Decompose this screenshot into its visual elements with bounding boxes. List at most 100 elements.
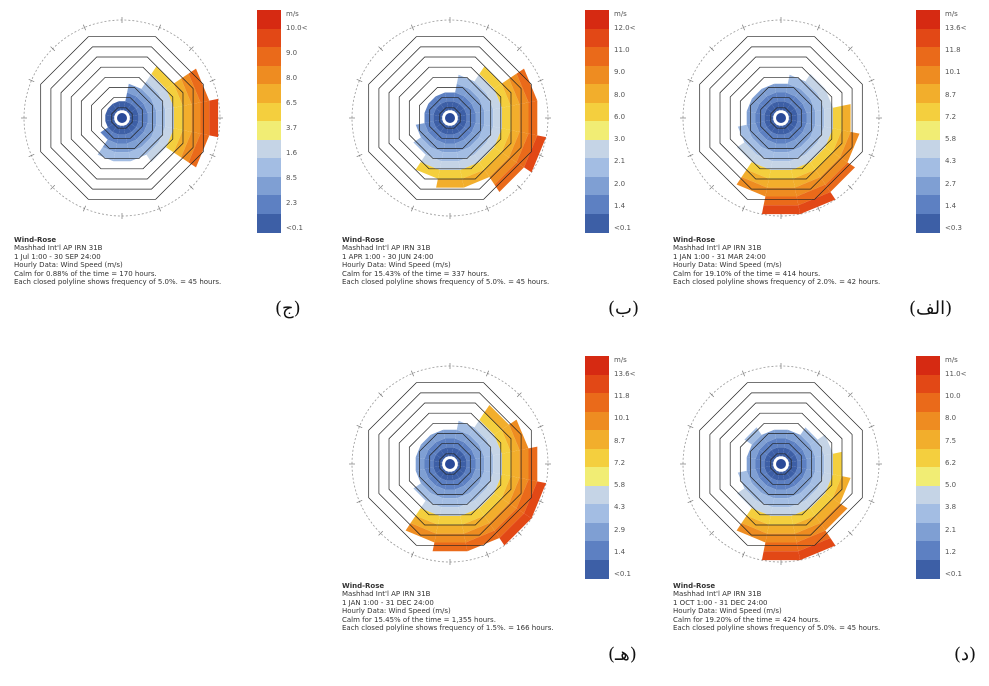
direction-tick: [817, 370, 820, 377]
colorbar-tick-label: 11.8: [945, 46, 961, 55]
colorbar-cell: [585, 195, 609, 214]
rose-band-S: [775, 134, 787, 144]
wind-rose-b: [349, 17, 551, 219]
rose-band-ENE: [486, 434, 502, 456]
colorbar-cell: [585, 559, 609, 579]
rose-band-ESE: [817, 126, 833, 148]
colorbar-cell: [585, 411, 609, 431]
rose-band-SE: [489, 157, 517, 185]
rose-band-SSW: [761, 485, 776, 499]
rose-band-WSW: [433, 465, 444, 474]
rose-band-SSW: [751, 500, 773, 516]
rose-band-SE: [479, 147, 502, 170]
colorbar-cell: [585, 504, 609, 523]
panel-label-he: (هـ): [608, 644, 637, 665]
colorbar-tick-label: 11.8: [614, 392, 630, 401]
rose-band-E: [475, 111, 485, 125]
caption-calm: Calm for 19.20% of the time = 424 hours.: [673, 615, 821, 624]
rose-band-ESE: [825, 128, 842, 153]
colorbar-cell: [585, 121, 609, 140]
rose-band-ESE: [524, 481, 547, 519]
frequency-polyline: [719, 402, 843, 526]
rose-band-SE: [131, 127, 144, 140]
rose-band-S: [444, 134, 456, 144]
rose-band-SSE: [451, 470, 460, 481]
rose-band-ESE: [802, 123, 816, 138]
rose-band-ESE: [151, 124, 166, 143]
colorbar-tick-label: 5.8: [945, 135, 957, 144]
rose-band-NNE: [782, 101, 791, 112]
rose-band-SE: [499, 513, 532, 546]
colorbar-tick-label: 13.6<: [945, 24, 967, 32]
rose-band-NE: [474, 419, 495, 440]
direction-tick: [709, 184, 715, 190]
rose-band-SW: [428, 473, 441, 486]
rose-band-SE: [494, 508, 524, 538]
colorbar-tick-label: 4.3: [945, 157, 957, 166]
direction-tick: [28, 154, 35, 157]
caption-period: 1 JAN 1:00 - 31 MAR 24:00: [673, 252, 766, 261]
frequency-polyline: [378, 46, 522, 190]
rose-band-NE: [131, 96, 144, 109]
frequency-polyline: [760, 97, 802, 139]
rose-band-ESE: [471, 469, 485, 484]
colorbar-cell: [916, 522, 940, 542]
rose-band-E: [519, 102, 529, 134]
rose-band-SE: [815, 498, 840, 523]
rose-band-E: [806, 457, 816, 471]
rose-band-NNW: [112, 101, 121, 112]
rose-band-N: [775, 438, 787, 448]
rose-band-S: [774, 489, 788, 499]
rose-band-NE: [454, 449, 465, 460]
direction-tick: [709, 46, 715, 52]
rose-band-ENE: [479, 439, 494, 458]
rose-band-NNW: [430, 429, 445, 443]
rose-band-NE: [126, 103, 137, 114]
rose-band-ENE: [158, 88, 174, 110]
frequency-polyline: [439, 107, 461, 129]
rose-band-NNE: [455, 83, 470, 97]
colorbar-cell: [585, 47, 609, 66]
rose-band-SSE: [791, 162, 816, 179]
colorbar-cell: [585, 84, 609, 103]
rose-band-SSE: [460, 508, 485, 525]
frequency-polyline: [368, 382, 532, 546]
rose-band-ENE: [479, 93, 494, 112]
frequency-polyline: [739, 422, 823, 506]
rose-band-ESE: [494, 474, 511, 499]
rose-band-SW: [766, 122, 777, 133]
rose-band-SW: [413, 483, 431, 501]
rose-band-ESE: [456, 119, 467, 128]
direction-tick: [411, 24, 414, 31]
rose-band-S: [770, 161, 792, 170]
rose-band-NNE: [782, 447, 791, 458]
panel-label-j: (ج): [275, 298, 301, 319]
colorbar-cell: [257, 84, 281, 103]
colorbar-alef: [916, 10, 940, 233]
rose-band-NNE: [123, 101, 132, 112]
caption-polyline: Each closed polyline shows frequency of …: [673, 624, 881, 633]
rose-band-S: [439, 507, 461, 516]
caption-polyline: Each closed polyline shows frequency of …: [342, 624, 554, 633]
rose-band-W: [746, 111, 756, 125]
rose-band-ESE: [479, 124, 494, 143]
rose-band-ESE: [143, 123, 157, 138]
rose-band-N: [444, 438, 456, 448]
direction-tick: [411, 551, 414, 558]
panel-alef: m/s Wind-Rose Mashhad Int'l AP IRN 31B 1…: [669, 6, 985, 319]
caption-polyline: Each closed polyline shows frequency of …: [14, 278, 222, 287]
colorbar-cell: [916, 47, 940, 66]
rose-band-SW: [736, 142, 757, 163]
rose-band-SE: [790, 473, 803, 486]
rose-band-NW: [428, 442, 441, 455]
colorbar-tick-label: <0.1: [286, 224, 303, 232]
colorbar-tick-label: 8.7: [945, 90, 957, 99]
frequency-polyline: [699, 36, 863, 200]
rose-band-WSW: [415, 123, 429, 138]
colorbar-tick-label: 13.6<: [614, 370, 636, 378]
rose-band-SSE: [458, 154, 480, 170]
rose-band-NNE: [451, 101, 460, 112]
rose-band-SE: [494, 162, 524, 192]
colorbar-tick-label: <0.1: [614, 224, 631, 232]
rose-band-SE: [484, 498, 509, 523]
